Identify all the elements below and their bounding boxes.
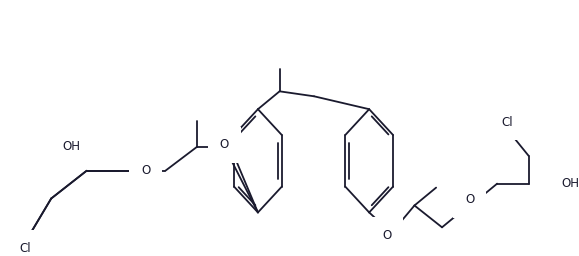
Text: OH: OH <box>63 140 81 153</box>
Text: O: O <box>465 193 474 206</box>
Text: O: O <box>382 229 391 242</box>
Text: O: O <box>141 164 151 177</box>
Text: OH: OH <box>561 177 579 190</box>
Text: Cl: Cl <box>501 116 513 129</box>
Text: Cl: Cl <box>20 242 31 255</box>
Text: O: O <box>220 138 229 152</box>
